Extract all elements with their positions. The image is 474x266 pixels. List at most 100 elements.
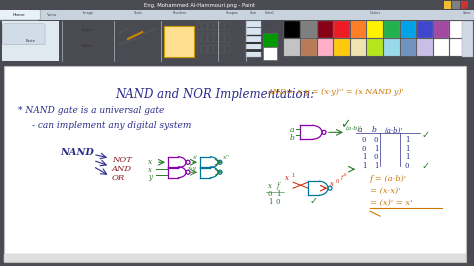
Text: 1: 1 (362, 153, 366, 161)
Text: 0: 0 (344, 173, 346, 177)
Text: x: x (330, 180, 334, 188)
Bar (208, 45, 213, 53)
Bar (462, 20, 473, 57)
Text: ✓: ✓ (422, 130, 430, 140)
Bar (452, 1, 460, 9)
Bar (318, 39, 333, 56)
Bar (214, 45, 219, 53)
Bar (219, 33, 224, 41)
Text: f: f (340, 175, 342, 180)
Text: (a·b)': (a·b)' (346, 126, 363, 131)
Bar (225, 45, 230, 53)
Bar (263, 47, 277, 60)
Text: y: y (148, 173, 152, 181)
Bar (208, 22, 213, 30)
Text: x: x (148, 158, 152, 166)
Text: 0: 0 (374, 136, 379, 144)
Text: NOT: NOT (112, 156, 132, 164)
Text: 1: 1 (405, 145, 410, 153)
Bar (284, 39, 300, 56)
Bar (334, 39, 350, 56)
Text: 1: 1 (405, 136, 410, 144)
Text: x: x (148, 166, 152, 174)
Bar (434, 39, 449, 56)
Bar (219, 22, 224, 30)
Bar (214, 33, 219, 41)
Bar (318, 21, 333, 38)
Bar (202, 33, 207, 41)
Bar (384, 39, 400, 56)
Bar (164, 26, 194, 57)
Text: x': x' (193, 155, 198, 160)
Text: Select: Select (82, 28, 93, 32)
Text: * NAND gate is a universal gate: * NAND gate is a universal gate (18, 106, 164, 115)
Text: Colors: Colors (370, 11, 381, 15)
Text: 0: 0 (336, 179, 339, 184)
Text: Shapes: Shapes (226, 11, 239, 15)
Bar (225, 22, 230, 30)
Bar (301, 21, 317, 38)
Text: NAND and NOR Implementation:: NAND and NOR Implementation: (115, 88, 314, 101)
Text: NAND: NAND (60, 148, 94, 157)
Bar (401, 21, 416, 38)
Bar (197, 22, 201, 30)
Text: AND: AND (112, 165, 132, 173)
Text: ✓: ✓ (422, 161, 430, 171)
Bar (334, 21, 350, 38)
Text: 0: 0 (374, 153, 379, 161)
Bar (197, 33, 201, 41)
Text: Brushes: Brushes (173, 11, 187, 15)
Text: 0: 0 (362, 136, 366, 144)
Bar (434, 21, 449, 38)
Text: Image: Image (82, 11, 93, 15)
FancyBboxPatch shape (2, 24, 45, 45)
Text: Edit
Colors: Edit Colors (463, 7, 472, 15)
Bar (401, 39, 416, 56)
Bar (351, 39, 366, 56)
Bar (263, 33, 277, 47)
FancyBboxPatch shape (0, 10, 40, 20)
Text: f = (a·b)': f = (a·b)' (370, 175, 407, 183)
Text: f: f (276, 182, 279, 190)
Bar (0, 10, 474, 19)
Text: 1: 1 (374, 162, 379, 170)
Text: View: View (47, 13, 57, 17)
Bar (450, 39, 466, 56)
Text: 1: 1 (374, 145, 379, 153)
Text: 0: 0 (362, 145, 366, 153)
Bar (284, 21, 300, 38)
Text: a: a (358, 126, 363, 134)
Text: ✓: ✓ (310, 196, 318, 206)
Bar (4, 254, 466, 262)
Bar (351, 21, 366, 38)
Text: ✓: ✓ (340, 118, 350, 131)
Bar (208, 33, 213, 41)
Text: - can implement any digital system: - can implement any digital system (32, 121, 191, 130)
Bar (444, 1, 451, 9)
Text: a: a (290, 126, 294, 134)
Text: Color2: Color2 (265, 24, 275, 28)
Bar (202, 45, 207, 53)
Bar (417, 21, 433, 38)
Text: (a·b)': (a·b)' (385, 126, 403, 134)
Bar (301, 39, 317, 56)
Text: 1: 1 (405, 153, 410, 161)
Text: 0: 0 (405, 162, 410, 170)
Text: Rotate: Rotate (82, 44, 94, 48)
Bar (384, 21, 400, 38)
Text: Paste: Paste (26, 39, 36, 43)
Bar (214, 22, 219, 30)
Text: 1: 1 (268, 198, 273, 206)
Text: AND=  x·y = (x·y)'' = (x NAND y)': AND= x·y = (x·y)'' = (x NAND y)' (268, 88, 405, 97)
Bar (461, 1, 468, 9)
Bar (450, 21, 466, 38)
Text: 1: 1 (362, 162, 366, 170)
Bar (225, 33, 230, 41)
Text: x: x (268, 182, 272, 190)
Text: x·y: x·y (188, 166, 197, 171)
Text: 0: 0 (268, 190, 273, 198)
Text: OR: OR (112, 174, 125, 182)
Text: Tools: Tools (133, 11, 142, 15)
Text: x: x (285, 174, 289, 182)
Text: = (x·x)': = (x·x)' (370, 187, 401, 195)
